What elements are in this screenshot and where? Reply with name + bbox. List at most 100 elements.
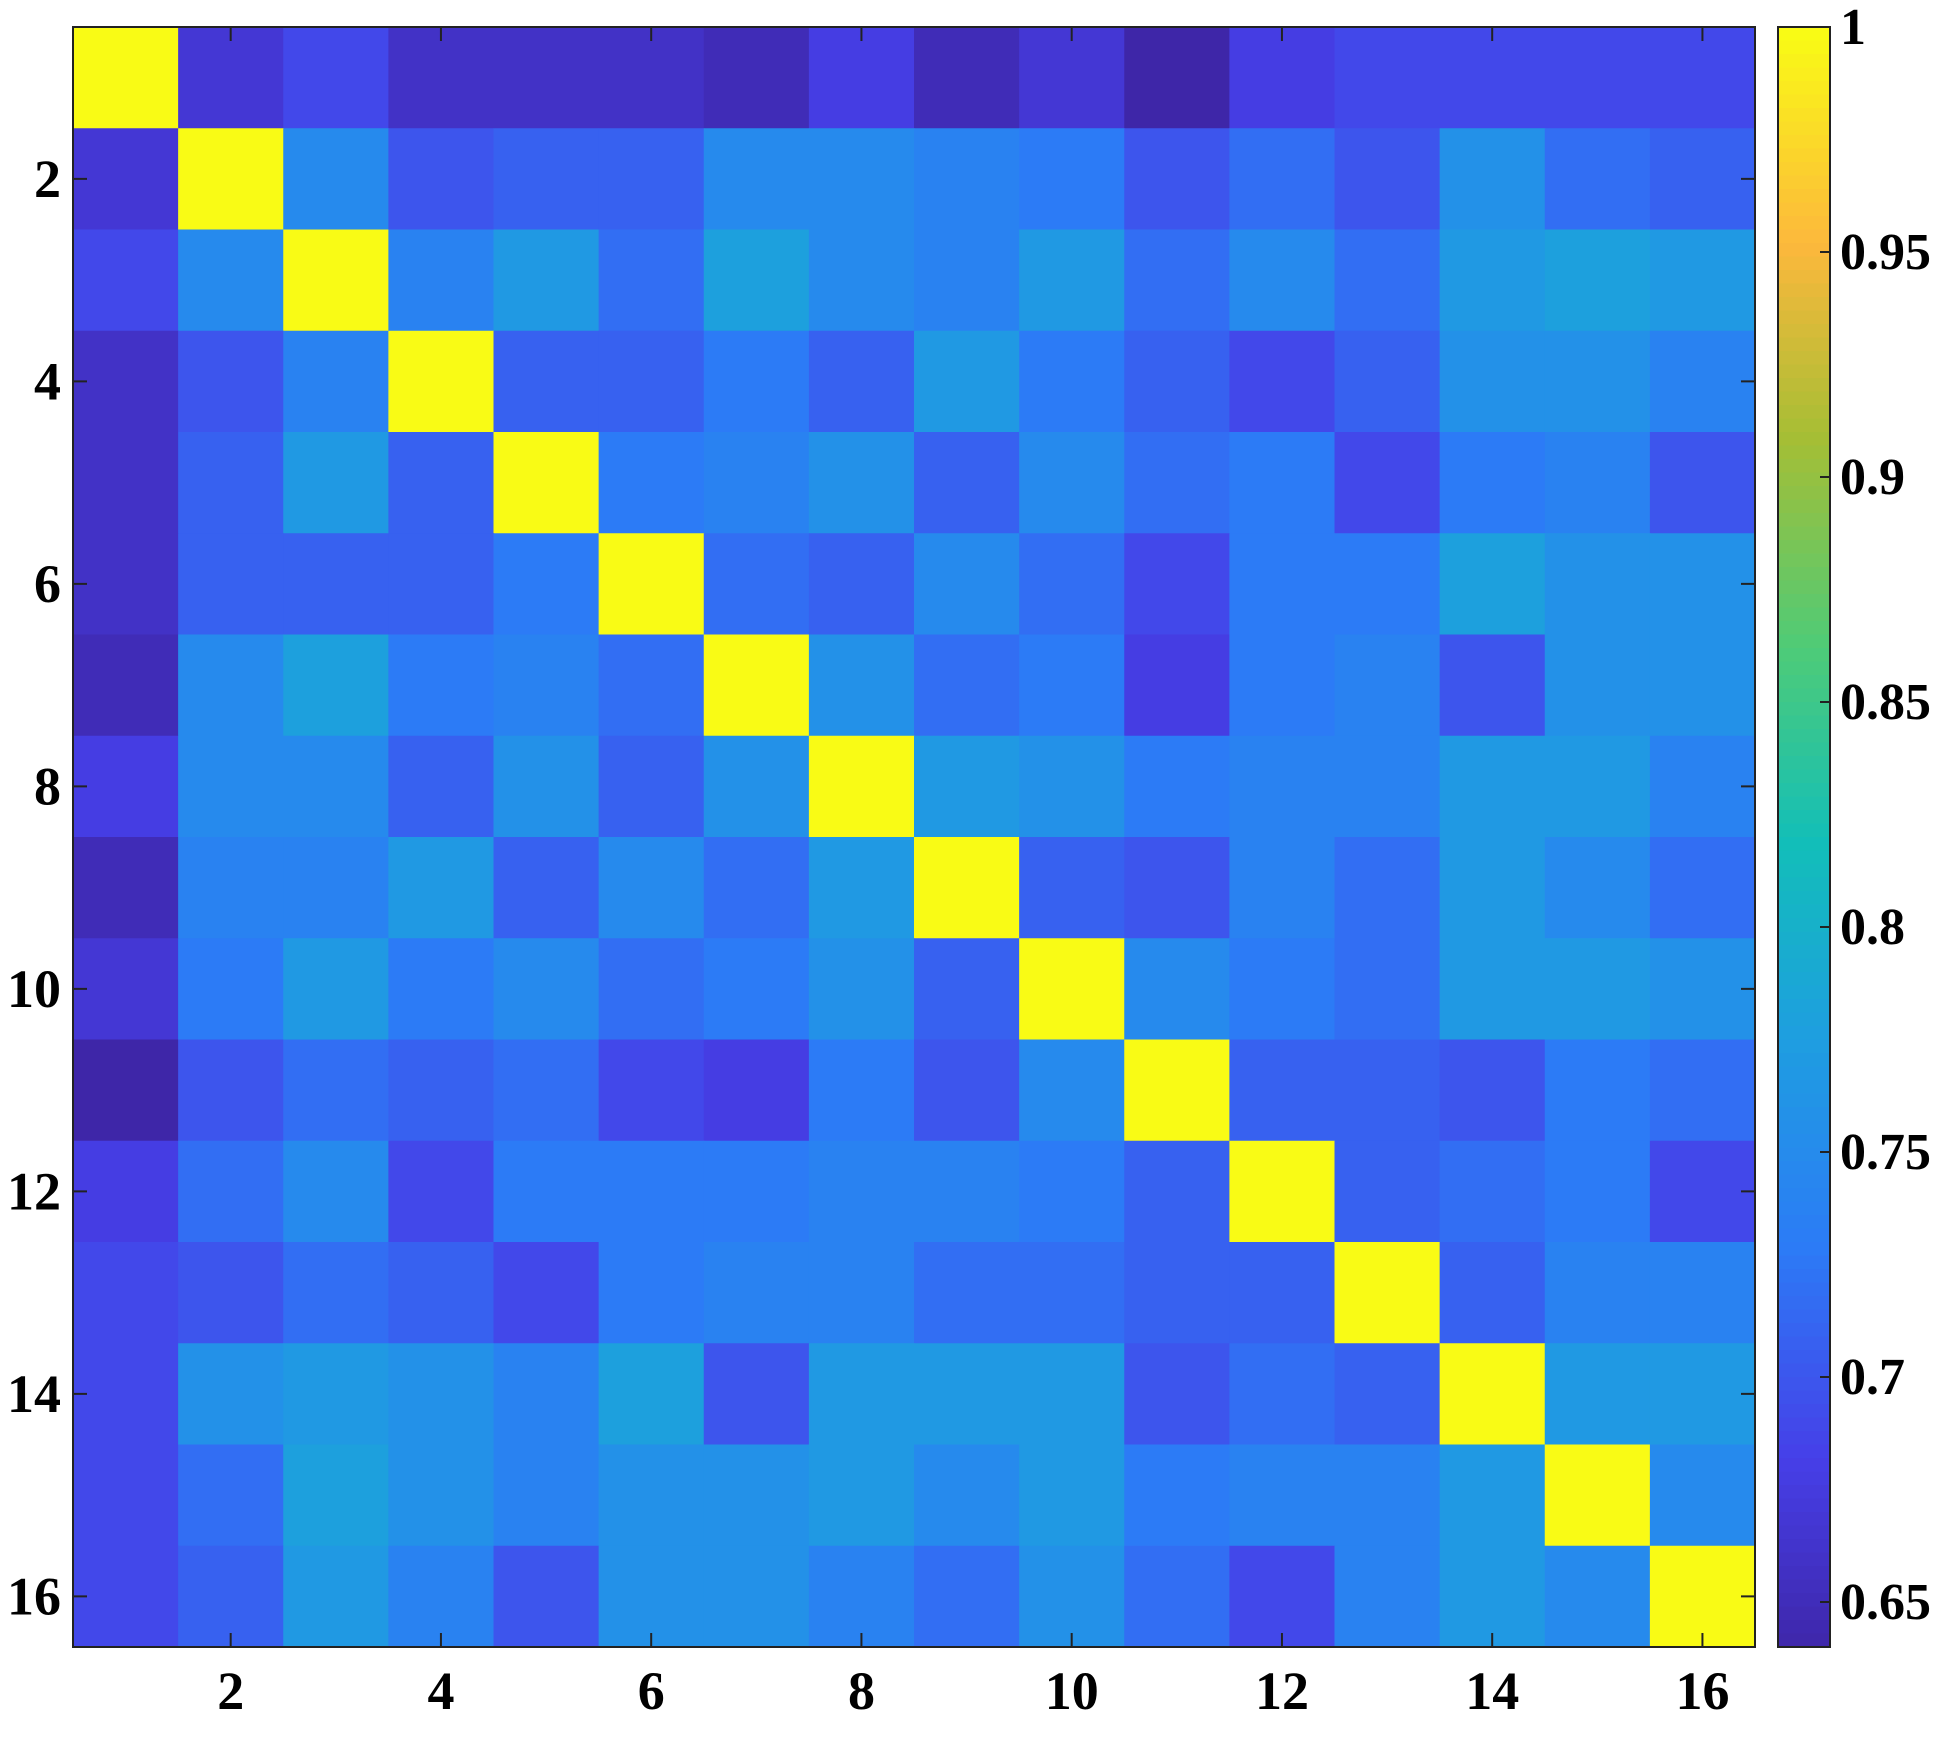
colorbar-swatch <box>1778 837 1830 852</box>
heatmap-cell <box>178 1140 284 1243</box>
colorbar-swatch <box>1778 526 1830 541</box>
colorbar-swatch <box>1778 1309 1830 1324</box>
colorbar-swatch <box>1778 1269 1830 1284</box>
colorbar-swatch <box>1778 1471 1830 1486</box>
heatmap-cell <box>388 27 495 129</box>
heatmap-cell <box>1649 1545 1756 1648</box>
colorbar-swatch <box>1778 891 1830 906</box>
colorbar-swatch <box>1778 67 1830 82</box>
heatmap-cell <box>493 1242 600 1344</box>
heatmap-cell <box>1544 533 1651 636</box>
heatmap-cell <box>914 735 1020 838</box>
heatmap-cell <box>914 837 1020 939</box>
heatmap-cell <box>1544 938 1651 1041</box>
heatmap-cell <box>914 1140 1020 1243</box>
colorbar-swatch <box>1778 1579 1830 1594</box>
colorbar-swatch <box>1778 216 1830 231</box>
heatmap-cell <box>283 634 389 737</box>
heatmap-cell <box>808 1140 915 1243</box>
heatmap-cell <box>808 27 915 129</box>
heatmap-cell <box>1439 1242 1546 1344</box>
colorbar-swatch <box>1778 769 1830 784</box>
heatmap-cell <box>1124 128 1230 231</box>
colorbar-swatch <box>1778 1498 1830 1513</box>
colorbar-swatch <box>1778 94 1830 109</box>
colorbar-swatch <box>1778 310 1830 325</box>
heatmap-cell <box>1544 27 1651 129</box>
heatmap-cell <box>178 735 284 838</box>
heatmap-cell <box>493 735 600 838</box>
heatmap-cell <box>598 1242 705 1344</box>
heatmap-cell <box>283 735 389 838</box>
colorbar-swatch <box>1778 243 1830 258</box>
heatmap-cell <box>283 1039 389 1142</box>
colorbar-tick-label: 0.95 <box>1840 224 1931 281</box>
colorbar-swatch <box>1778 1593 1830 1608</box>
colorbar-swatch <box>1778 864 1830 879</box>
colorbar-tick-label: 0.9 <box>1840 449 1905 506</box>
colorbar-swatch <box>1778 405 1830 420</box>
colorbar-swatch <box>1778 1066 1830 1081</box>
heatmap-cell <box>914 1039 1020 1142</box>
heatmap-cell <box>1019 634 1125 737</box>
heatmap-cell <box>1334 1343 1441 1446</box>
colorbar-swatch <box>1778 796 1830 811</box>
x-tick-label: 6 <box>638 1661 665 1721</box>
heatmap-cell <box>73 938 179 1041</box>
heatmap-cell <box>1439 837 1546 939</box>
colorbar-swatch <box>1778 1323 1830 1338</box>
y-tick-label: 8 <box>34 756 61 816</box>
heatmap-cell <box>283 1444 389 1547</box>
x-tick-label: 14 <box>1465 1661 1519 1721</box>
heatmap-cell <box>178 432 284 534</box>
y-tick-label: 4 <box>34 351 61 411</box>
heatmap-cell <box>1229 432 1336 534</box>
heatmap-cell <box>703 1039 810 1142</box>
colorbar-swatch <box>1778 580 1830 595</box>
heatmap-cell <box>1439 634 1546 737</box>
colorbar-swatch <box>1778 1404 1830 1419</box>
axis-ticks: 2 4 6 8 10 12 14 16 2 4 6 8 10 12 14 16 <box>7 27 1755 1721</box>
colorbar-swatch <box>1778 1458 1830 1473</box>
heatmap-cell <box>598 1343 705 1446</box>
heatmap-cell <box>598 938 705 1041</box>
colorbar-swatch <box>1778 931 1830 946</box>
heatmap-cell <box>1334 1444 1441 1547</box>
colorbar-swatch <box>1778 621 1830 636</box>
heatmap-cell <box>808 938 915 1041</box>
x-tick-label: 12 <box>1255 1661 1309 1721</box>
heatmap-cell <box>1019 735 1125 838</box>
heatmap-cell <box>283 128 389 231</box>
colorbar-swatch <box>1778 540 1830 555</box>
x-tick-label: 10 <box>1045 1661 1099 1721</box>
x-tick-label: 2 <box>217 1661 244 1721</box>
heatmap-cell <box>1019 128 1125 231</box>
heatmap-cell <box>1649 1343 1756 1446</box>
colorbar-swatch <box>1778 1147 1830 1162</box>
colorbar-swatch <box>1778 445 1830 460</box>
heatmap-cell <box>914 938 1020 1041</box>
heatmap-cell <box>1544 1343 1651 1446</box>
heatmap-cell <box>1334 1545 1441 1648</box>
colorbar-swatch <box>1778 189 1830 204</box>
heatmap-cell <box>1649 634 1756 737</box>
colorbar-swatch <box>1778 1633 1830 1648</box>
heatmap-cell <box>808 229 915 332</box>
heatmap-cell <box>914 1242 1020 1344</box>
colorbar-swatch <box>1778 823 1830 838</box>
heatmap-cell <box>1019 1039 1125 1142</box>
heatmap-cell <box>1229 634 1336 737</box>
colorbar-swatch <box>1778 742 1830 757</box>
heatmap-cell <box>1124 1242 1230 1344</box>
heatmap-cell <box>388 1039 495 1142</box>
heatmap-cell <box>1229 330 1336 433</box>
heatmap-cell <box>178 533 284 636</box>
heatmap-cell <box>388 330 495 433</box>
heatmap-cell <box>598 330 705 433</box>
colorbar-swatch <box>1778 1188 1830 1203</box>
heatmap-cell <box>1649 330 1756 433</box>
heatmap-cell <box>1019 533 1125 636</box>
heatmap-cell <box>703 634 810 737</box>
colorbar-swatch <box>1778 486 1830 501</box>
